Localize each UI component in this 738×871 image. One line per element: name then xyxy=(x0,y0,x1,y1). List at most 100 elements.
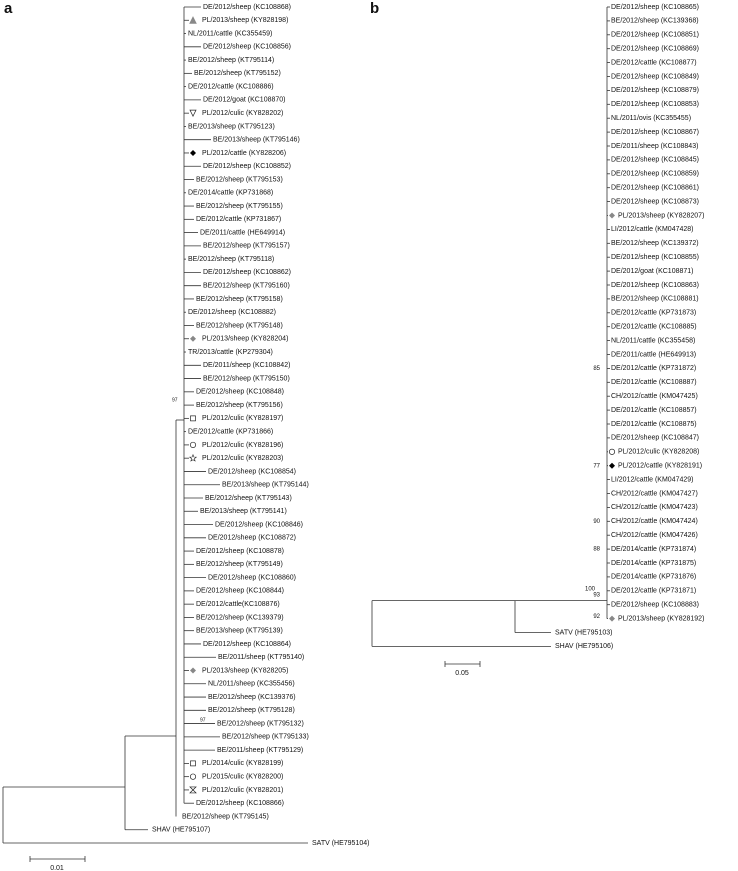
leaf-label: NL/2011/sheep (KC355456) xyxy=(208,681,295,688)
leaf-label: SHAV (HE795106) xyxy=(555,643,613,650)
marker xyxy=(609,462,615,469)
leaf-label: PL/2012/culic (KY828203) xyxy=(202,455,283,462)
leaf-label: PL/2012/culic (KY828208) xyxy=(618,449,699,456)
leaf-label: DE/2012/sheep (KC108863) xyxy=(611,282,699,289)
leaf-label: BE/2012/sheep (KT795114) xyxy=(188,57,274,64)
leaf-label: DE/2012/goat (KC108871) xyxy=(611,268,694,275)
leaf-label: PL/2012/cattle (KY828191) xyxy=(618,463,702,470)
marker xyxy=(190,667,196,674)
leaf-label: DE/2014/cattle (KP731868) xyxy=(188,190,273,197)
leaf-label: BE/2013/sheep (KT795141) xyxy=(200,508,287,515)
leaf-label: TR/2013/cattle (KP279304) xyxy=(188,349,273,356)
leaf-label: SATV (HE795103) xyxy=(555,629,612,636)
leaf-label: PL/2012/cattle (KY828206) xyxy=(202,150,286,157)
leaf-label: DE/2012/sheep (KC108851) xyxy=(611,32,699,39)
leaf-label: DE/2012/cattle(KC108876) xyxy=(196,601,280,608)
leaf-label: DE/2012/sheep (KC108845) xyxy=(611,157,699,164)
leaf-label: DE/2012/sheep (KC108844) xyxy=(196,588,284,595)
leaf-label: LI/2012/cattle (KM047429) xyxy=(611,476,694,483)
bootstrap-value: 88 xyxy=(593,547,600,553)
leaf-label: BE/2012/sheep (KT795152) xyxy=(194,70,281,77)
leaf-label: DE/2012/cattle (KP731866) xyxy=(188,428,273,435)
leaf-label: DE/2011/sheep (KC108843) xyxy=(611,143,698,150)
leaf-label: BE/2012/sheep (KT795143) xyxy=(205,495,292,502)
leaf-label: PL/2012/culic (KY828201) xyxy=(202,787,283,794)
marker xyxy=(609,615,615,622)
leaf-label: DE/2012/sheep (KC108862) xyxy=(203,269,291,276)
leaf-label: BE/2012/sheep (KT795132) xyxy=(217,720,304,727)
leaf-label: PL/2013/sheep (KY828207) xyxy=(618,212,704,219)
leaf-label: DE/2012/sheep (KC108878) xyxy=(196,548,284,555)
leaf-label: BE/2012/sheep (KT795133) xyxy=(222,734,309,741)
leaf-label: DE/2014/cattle (KP731876) xyxy=(611,574,696,581)
bootstrap-value: 100 xyxy=(585,586,596,592)
leaf-label: BE/2012/sheep (KC139372) xyxy=(611,240,699,247)
leaf-label: DE/2012/sheep (KC108860) xyxy=(208,574,296,581)
bootstrap-value: 97 xyxy=(200,717,206,723)
leaf-label: PL/2013/sheep (KY828205) xyxy=(202,667,288,674)
leaf-label: DE/2014/cattle (KP731874) xyxy=(611,546,696,553)
leaf-label: BE/2012/sheep (KC139368) xyxy=(611,18,699,25)
leaf-label: SATV (HE795104) xyxy=(312,840,369,847)
leaf-label: DE/2012/sheep (KC108859) xyxy=(611,171,699,178)
leaf-label: DE/2012/sheep (KC108883) xyxy=(611,602,699,609)
leaf-label: DE/2012/cattle (KP731867) xyxy=(196,216,281,223)
leaf-label: PL/2012/culic (KY828196) xyxy=(202,442,283,449)
leaf-label: CH/2012/cattle (KM047424) xyxy=(611,518,698,525)
leaf-label: PL/2014/culic (KY828199) xyxy=(202,760,283,767)
leaf-label: PL/2015/culic (KY828200) xyxy=(202,774,283,781)
marker xyxy=(189,773,197,780)
marker xyxy=(189,109,197,117)
leaf-label: DE/2012/sheep (KC108873) xyxy=(611,198,699,205)
leaf-label: DE/2012/sheep (KC108872) xyxy=(208,535,296,542)
panel-letter: a xyxy=(4,0,13,17)
leaf-label: BE/2012/sheep (KT795150) xyxy=(203,375,290,382)
leaf-label: DE/2012/sheep (KC108869) xyxy=(611,46,699,53)
leaf-label: CH/2012/cattle (KM047427) xyxy=(611,490,698,497)
leaf-label: DE/2012/sheep (KC108855) xyxy=(611,254,699,261)
marker xyxy=(189,441,197,448)
leaf-label: SHAV (HE795107) xyxy=(152,827,210,834)
bootstrap-value: 97 xyxy=(172,397,178,403)
leaf-label: DE/2012/cattle (KC108875) xyxy=(611,421,697,428)
leaf-label: DE/2012/sheep (KC108846) xyxy=(215,521,303,528)
leaf-label: NL/2011/cattle (KC355458) xyxy=(611,337,695,344)
leaf-label: DE/2012/sheep (KC108852) xyxy=(203,163,291,170)
leaf-label: DE/2012/goat (KC108870) xyxy=(203,97,286,104)
leaf-label: DE/2012/sheep (KC108865) xyxy=(611,4,699,11)
leaf-label: BE/2012/sheep (KT795145) xyxy=(182,813,269,820)
bootstrap-value: 85 xyxy=(593,366,600,372)
leaf-label: DE/2012/sheep (KC108867) xyxy=(611,129,699,136)
leaf-label: BE/2012/sheep (KT795149) xyxy=(196,561,283,568)
leaf-label: PL/2013/sheep (KY828198) xyxy=(202,17,288,24)
leaf-label: BE/2012/sheep (KT795158) xyxy=(196,296,283,303)
leaf-label: PL/2012/culic (KY828202) xyxy=(202,110,283,117)
leaf-label: DE/2012/sheep (KC108861) xyxy=(611,185,699,192)
leaf-label: BE/2013/sheep (KT795123) xyxy=(188,123,275,130)
leaf-label: DE/2012/cattle (KC108887) xyxy=(611,379,697,386)
marker xyxy=(189,786,197,794)
leaf-label: DE/2012/cattle (KP731873) xyxy=(611,310,696,317)
leaf-label: PL/2013/sheep (KY828204) xyxy=(202,336,288,343)
leaf-label: DE/2012/sheep (KC108866) xyxy=(196,800,284,807)
leaf-label: DE/2012/sheep (KC108856) xyxy=(203,44,291,51)
leaf-label: DE/2014/cattle (KP731875) xyxy=(611,560,696,567)
marker xyxy=(190,335,196,342)
leaf-label: DE/2012/cattle (KC108877) xyxy=(611,59,697,66)
leaf-label: BE/2012/sheep (KT795153) xyxy=(196,176,283,183)
leaf-label: DE/2012/cattle (KC108886) xyxy=(188,83,274,90)
leaf-label: DE/2012/sheep (KC108882) xyxy=(188,309,276,316)
marker xyxy=(190,415,196,422)
leaf-label: DE/2012/cattle (KP731872) xyxy=(611,365,696,372)
leaf-label: BE/2012/sheep (KT795157) xyxy=(203,243,290,250)
leaf-label: DE/2012/sheep (KC108854) xyxy=(208,468,296,475)
leaf-label: BE/2013/sheep (KT795146) xyxy=(213,137,300,144)
leaf-label: BE/2012/sheep (KT795160) xyxy=(203,283,290,290)
leaf-label: DE/2012/sheep (KC108868) xyxy=(203,4,291,11)
marker xyxy=(190,760,196,767)
bootstrap-value: 92 xyxy=(593,614,600,620)
leaf-label: DE/2012/sheep (KC108849) xyxy=(611,73,699,80)
leaf-label: PL/2012/culic (KY828197) xyxy=(202,415,283,422)
leaf-label: DE/2012/sheep (KC108864) xyxy=(203,641,291,648)
